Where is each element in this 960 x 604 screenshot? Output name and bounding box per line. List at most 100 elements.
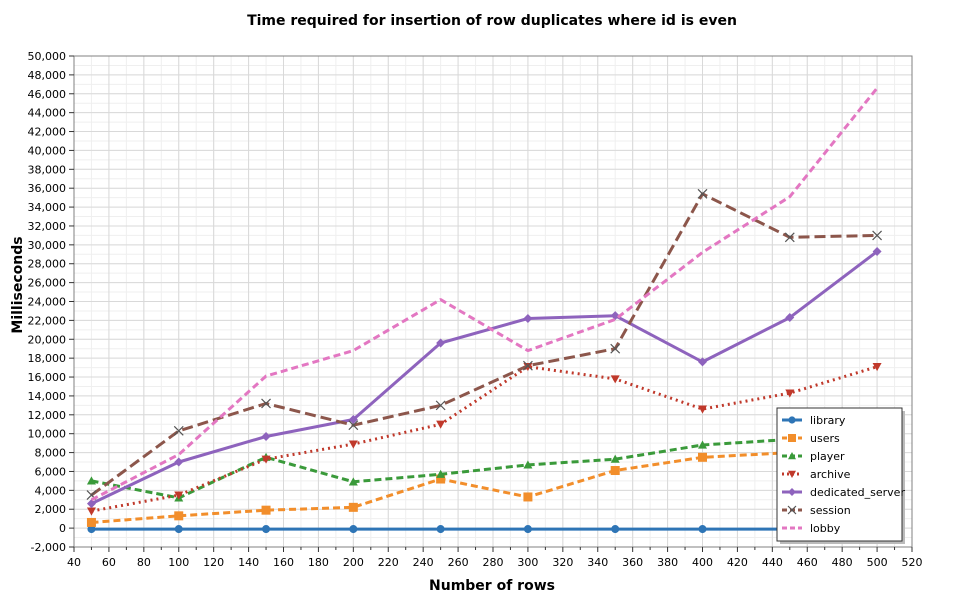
data-point-session: [173, 425, 184, 436]
series-line-player: [91, 434, 878, 500]
data-point-users: [523, 492, 533, 502]
y-tick-label: 40,000: [28, 144, 67, 157]
legend-item-library: library: [782, 414, 846, 427]
axes: 40 60 80 100 120 140 160 180 200 220 240 260 280 300 3…: [28, 50, 923, 569]
y-tick-label: 8,000: [35, 447, 67, 460]
data-point-users: [86, 517, 96, 527]
data-point-users: [261, 505, 271, 515]
data-point-legend-library: [788, 416, 796, 424]
x-axis-title: Number of rows: [429, 578, 555, 594]
x-tick-label: 60: [102, 556, 116, 569]
data-point-archive: [436, 420, 446, 429]
legend-label-lobby: lobby: [810, 522, 841, 535]
x-tick-label: 260: [448, 556, 469, 569]
x-tick-label: 480: [832, 556, 853, 569]
y-tick-label: -2,000: [31, 541, 66, 554]
data-point-dedicated_server: [785, 313, 795, 323]
data-point-session: [435, 400, 446, 411]
data-point-dedicated_server: [698, 357, 707, 367]
y-tick-label: 0: [59, 522, 66, 535]
y-tick-label: 18,000: [28, 352, 67, 365]
grid: [73, 55, 913, 548]
y-tick-label: 20,000: [28, 333, 67, 346]
data-point-session: [872, 230, 883, 241]
data-point-dedicated_server: [174, 457, 184, 467]
data-point-legend-dedicated_server: [788, 488, 796, 496]
y-tick-label: 26,000: [28, 277, 67, 290]
legend-item-dedicated_server: dedicated_server: [782, 486, 905, 499]
legend-item-player: player: [782, 450, 845, 463]
x-tick-label: 440: [762, 556, 783, 569]
data-point-player: [436, 469, 446, 478]
data-point-dedicated_server: [261, 432, 271, 442]
data-point-library: [698, 525, 707, 534]
legend-item-users: users: [782, 432, 840, 445]
data-point-player: [610, 454, 620, 463]
series-dedicated_server: [86, 246, 882, 509]
series-lines: [86, 87, 883, 534]
data-point-legend-player: [788, 452, 796, 460]
data-point-archive: [610, 375, 620, 384]
data-point-session: [522, 360, 533, 371]
y-tick-label: 36,000: [28, 182, 67, 195]
chart-title: Time required for insertion of row dupli…: [247, 13, 737, 29]
legend-label-session: session: [810, 504, 851, 517]
x-tick-label: 320: [552, 556, 573, 569]
x-tick-label: 120: [203, 556, 224, 569]
x-tick-label: 340: [587, 556, 608, 569]
data-point-users: [174, 511, 184, 521]
series-line-lobby: [90, 87, 879, 502]
data-point-dedicated_server: [872, 246, 882, 256]
x-tick-label: 420: [727, 556, 748, 569]
data-point-archive: [348, 440, 358, 449]
data-point-player: [698, 440, 707, 449]
legend-item-lobby: lobby: [782, 522, 841, 535]
x-tick-label: 380: [657, 556, 678, 569]
legend-label-library: library: [810, 414, 846, 427]
data-point-session: [610, 343, 621, 354]
legend: library users player archive dedicated_serve…: [776, 407, 905, 544]
legend-item-archive: archive: [782, 468, 851, 481]
series-line-dedicated_server: [90, 250, 879, 505]
data-point-archive: [872, 363, 882, 372]
legend-label-users: users: [810, 432, 840, 445]
data-point-library: [611, 525, 620, 534]
data-point-dedicated_server: [86, 499, 96, 509]
series-line-archive: [91, 365, 878, 513]
legend-label-dedicated_server: dedicated_server: [810, 486, 905, 499]
x-tick-label: 40: [67, 556, 81, 569]
x-tick-label: 520: [902, 556, 923, 569]
data-point-library: [174, 525, 183, 534]
data-point-dedicated_server: [610, 311, 620, 321]
x-tick-label: 160: [273, 556, 294, 569]
x-tick-label: 400: [692, 556, 713, 569]
legend-item-session: session: [782, 504, 851, 517]
data-point-users: [436, 474, 446, 484]
data-point-player: [348, 477, 358, 486]
y-tick-label: 22,000: [28, 314, 67, 327]
data-point-legend-session: [787, 505, 797, 515]
data-point-users: [610, 466, 620, 476]
data-point-archive: [785, 389, 795, 398]
data-point-legend-users: [788, 434, 796, 442]
series-lobby: [90, 87, 879, 502]
data-point-session: [697, 188, 708, 199]
y-tick-label: 48,000: [28, 69, 67, 82]
y-tick-label: 28,000: [28, 258, 67, 271]
y-tick-label: 38,000: [28, 163, 67, 176]
x-tick-label: 240: [413, 556, 434, 569]
y-tick-label: 50,000: [28, 50, 67, 63]
x-tick-label: 100: [168, 556, 189, 569]
legend-label-player: player: [810, 450, 845, 463]
x-tick-label: 140: [238, 556, 259, 569]
data-point-dedicated_server: [348, 415, 358, 425]
data-point-archive: [86, 507, 96, 516]
data-point-session: [348, 420, 359, 431]
x-tick-label: 80: [137, 556, 151, 569]
x-tick-label: 200: [343, 556, 364, 569]
x-tick-label: 500: [867, 556, 888, 569]
data-point-player: [523, 460, 533, 469]
x-tick-label: 300: [517, 556, 538, 569]
data-point-player: [86, 476, 96, 485]
